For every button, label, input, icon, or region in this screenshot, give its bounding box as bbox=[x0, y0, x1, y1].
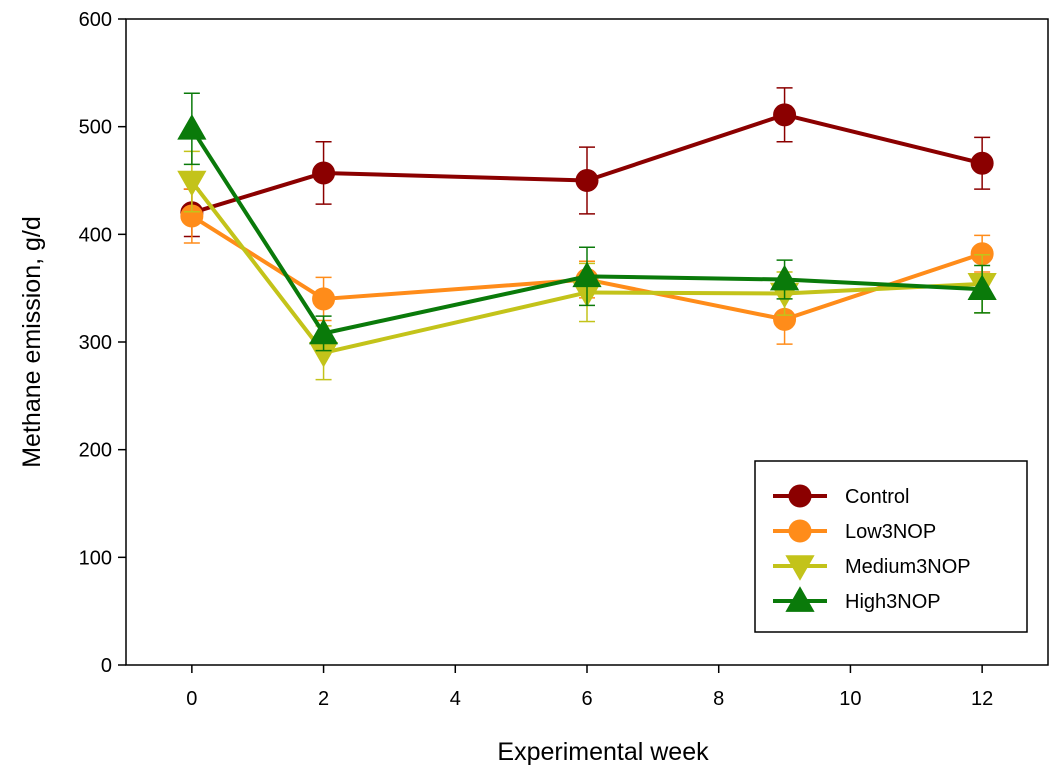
x-tick-label: 12 bbox=[971, 688, 993, 710]
data-point bbox=[312, 161, 336, 185]
x-tick-label: 8 bbox=[713, 688, 724, 710]
y-tick-label: 400 bbox=[79, 224, 112, 246]
legend-label: Low3NOP bbox=[845, 521, 936, 543]
data-point bbox=[312, 287, 336, 311]
legend-marker bbox=[785, 555, 815, 581]
legend-marker bbox=[788, 484, 812, 508]
legend-label: Medium3NOP bbox=[845, 556, 971, 578]
data-point bbox=[773, 103, 797, 127]
y-tick-label: 300 bbox=[79, 332, 112, 354]
series-high3nop bbox=[177, 92, 997, 352]
legend-item-low3nop: Low3NOP bbox=[773, 519, 936, 543]
legend-label: Control bbox=[845, 486, 909, 508]
data-point bbox=[970, 151, 994, 175]
data-point bbox=[177, 170, 207, 197]
y-axis-label: Methane emission, g/d bbox=[18, 216, 46, 468]
data-point bbox=[308, 318, 339, 345]
y-tick-label: 100 bbox=[79, 547, 112, 569]
data-point bbox=[572, 261, 602, 288]
legend-marker bbox=[788, 519, 812, 543]
series-layer bbox=[177, 87, 997, 381]
legend-item-medium3nop: Medium3NOP bbox=[773, 555, 971, 581]
data-point bbox=[177, 114, 207, 140]
y-tick-label: 600 bbox=[79, 9, 112, 31]
x-tick-label: 2 bbox=[318, 688, 329, 710]
legend: Control Low3NOP Medium3NOP High3NOP bbox=[754, 460, 1028, 633]
legend-marker bbox=[785, 586, 815, 612]
x-tick-label: 10 bbox=[839, 688, 861, 710]
legend-item-high3nop: High3NOP bbox=[773, 586, 941, 613]
x-tick-label: 6 bbox=[581, 688, 592, 710]
axes: 0 100 200 300 400 500 600 0 2 4 6 8 10 12 bbox=[79, 9, 1049, 710]
legend-item-control: Control bbox=[773, 484, 909, 508]
data-point bbox=[967, 274, 997, 301]
y-tick-label: 200 bbox=[79, 440, 112, 462]
legend-label: High3NOP bbox=[845, 591, 941, 613]
y-tick-label: 500 bbox=[79, 117, 112, 139]
data-point bbox=[769, 264, 800, 291]
series-control bbox=[180, 87, 994, 238]
y-tick-label: 0 bbox=[101, 655, 112, 677]
x-tick-label: 4 bbox=[450, 688, 461, 710]
data-point bbox=[575, 169, 599, 192]
x-axis-label: Experimental week bbox=[497, 738, 709, 766]
x-tick-label: 0 bbox=[186, 688, 197, 710]
